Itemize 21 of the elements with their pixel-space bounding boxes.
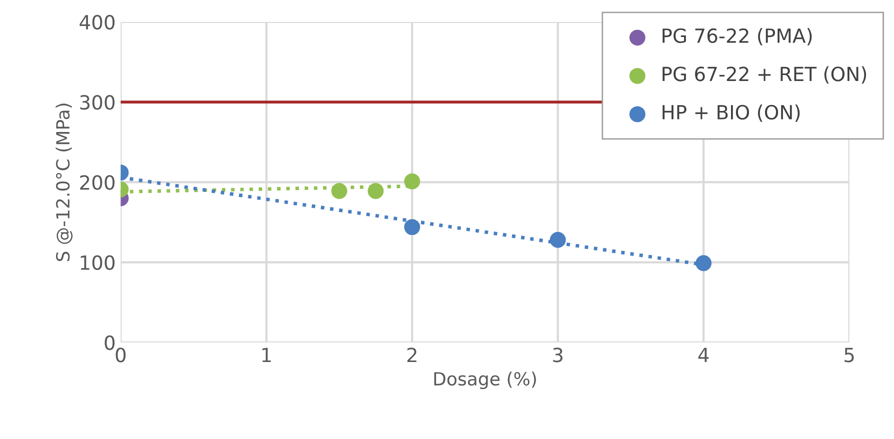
point [550,232,566,248]
point [404,219,420,236]
x-axis-title: Dosage (%) [434,372,536,390]
y-axis-title: S @-12.0°C (MPa) [56,104,73,262]
x-tick-label: 4 [698,348,709,362]
legend-label: HP + BIO (ON) [662,104,800,122]
x-tick-label: 3 [553,348,562,362]
x-tick-label: 1 [262,348,271,362]
y-tick-label: 100 [80,255,115,270]
y-tick-label: 0 [104,335,115,350]
legend-label: PG 76-22 (PMA) [662,28,812,46]
x-tick-label: 0 [116,348,126,362]
point [368,183,384,199]
point [404,173,420,190]
y-tick-label: 200 [80,175,115,190]
x-tick-label: 5 [844,348,854,362]
y-tick-label: 400 [80,14,115,30]
legend-label: PG 67-22 + RET (ON) [662,66,866,84]
point [331,183,348,199]
y-tick-label: 300 [80,95,115,110]
x-tick-label: 2 [407,348,416,362]
